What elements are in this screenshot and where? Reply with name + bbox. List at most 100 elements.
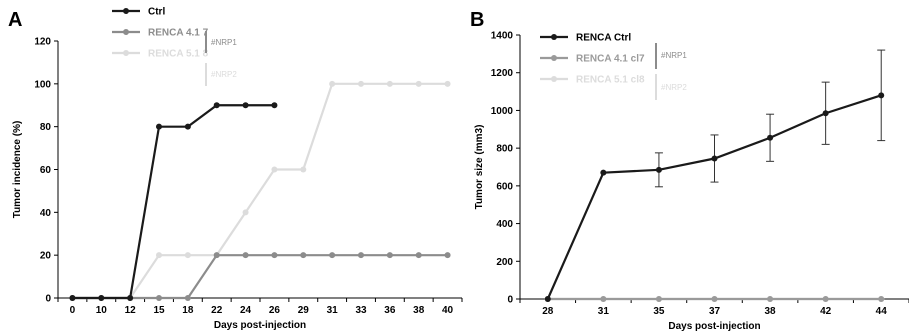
annotation-label: #NRP2 bbox=[661, 83, 687, 92]
legend-label: RENCA Ctrl bbox=[576, 33, 631, 44]
x-tick-label: 24 bbox=[240, 305, 252, 316]
annotation-label: #NRP2 bbox=[211, 70, 237, 79]
legend-marker bbox=[551, 34, 557, 40]
legend-label: RENCA 5.1 cl8 bbox=[576, 75, 645, 86]
x-axis-label: Days post-injection bbox=[668, 321, 760, 332]
data-point bbox=[213, 252, 220, 259]
y-axis-label: Tumor size (mm3) bbox=[474, 125, 485, 210]
chart-a: 0 20 40 60 80 100 120 0 10 12 15 18 22 24 26 29 31 33 36 38… bbox=[12, 7, 463, 331]
x-tick-label: 28 bbox=[542, 306, 554, 317]
x-tick-label: 29 bbox=[298, 305, 310, 316]
data-point bbox=[386, 80, 393, 87]
data-point bbox=[711, 296, 718, 302]
legend-marker bbox=[551, 76, 557, 82]
legend-label: RENCA 4.1 cl7 bbox=[576, 54, 645, 65]
x-tick-label: 12 bbox=[125, 305, 137, 316]
x-tick-label: 42 bbox=[820, 306, 832, 317]
data-point bbox=[767, 134, 774, 141]
data-point bbox=[444, 252, 451, 259]
data-point bbox=[329, 252, 336, 259]
x-axis-label: Days post-injection bbox=[214, 320, 306, 331]
data-point bbox=[242, 209, 249, 216]
x-tick-label: 10 bbox=[96, 305, 108, 316]
legend-marker bbox=[123, 8, 129, 14]
y-tick-label: 1400 bbox=[491, 31, 514, 42]
y-tick-label: 600 bbox=[496, 181, 513, 192]
y-tick-label: 120 bbox=[34, 37, 51, 48]
y-tick-label: 800 bbox=[496, 144, 513, 155]
data-point bbox=[544, 296, 551, 302]
data-point bbox=[444, 80, 451, 87]
data-point bbox=[156, 123, 162, 130]
data-point bbox=[271, 102, 278, 109]
data-point bbox=[184, 123, 191, 130]
data-point bbox=[878, 296, 885, 302]
legend-marker bbox=[123, 29, 129, 35]
y-tick-label: 80 bbox=[40, 122, 52, 133]
data-point bbox=[822, 110, 829, 117]
series-line bbox=[72, 82, 448, 300]
x-tick-label: 0 bbox=[70, 305, 76, 316]
data-point bbox=[69, 295, 76, 301]
x-tick-label: 40 bbox=[442, 305, 454, 316]
data-point bbox=[156, 252, 162, 259]
data-point bbox=[415, 80, 422, 87]
legend-label: RENCA 4.1 7 bbox=[148, 28, 209, 39]
y-tick-label: 20 bbox=[40, 251, 52, 262]
data-point bbox=[358, 80, 364, 87]
data-point bbox=[358, 252, 364, 259]
x-tick-label: 22 bbox=[211, 305, 223, 316]
legend-label: Ctrl bbox=[148, 7, 165, 18]
x-tick-label: 26 bbox=[269, 305, 281, 316]
y-tick-label: 100 bbox=[34, 79, 51, 90]
data-point bbox=[300, 252, 307, 259]
chart-b: 0 200 400 600 800 1000 1200 1400 28 31 35 37 38 42 44 D… bbox=[474, 31, 909, 332]
y-tick-label: 0 bbox=[45, 294, 51, 305]
x-tick-label: 44 bbox=[876, 306, 888, 317]
legend-marker bbox=[123, 50, 129, 56]
y-tick-label: 0 bbox=[507, 295, 513, 306]
data-point bbox=[271, 166, 278, 173]
annotation-label: #NRP1 bbox=[661, 51, 687, 60]
data-point bbox=[184, 295, 191, 301]
panel-letter-b: B bbox=[470, 9, 484, 31]
data-point bbox=[415, 252, 422, 259]
data-point bbox=[822, 296, 829, 302]
y-axis-label: Tumor incidence (%) bbox=[12, 121, 23, 219]
x-tick-label: 31 bbox=[598, 306, 610, 317]
data-point bbox=[655, 296, 662, 302]
x-tick-label: 38 bbox=[765, 306, 777, 317]
data-point bbox=[184, 252, 191, 259]
x-tick-label: 18 bbox=[182, 305, 194, 316]
data-point bbox=[271, 252, 278, 259]
data-point bbox=[329, 80, 336, 87]
data-point bbox=[767, 296, 774, 302]
y-tick-label: 400 bbox=[496, 219, 513, 230]
data-point bbox=[600, 169, 607, 176]
panel-letter-a: A bbox=[8, 9, 22, 31]
data-point bbox=[242, 102, 249, 109]
series-line bbox=[546, 94, 882, 300]
data-point bbox=[242, 252, 249, 259]
data-point bbox=[98, 295, 105, 301]
x-tick-label: 36 bbox=[384, 305, 396, 316]
data-point bbox=[156, 295, 162, 301]
y-tick-label: 60 bbox=[40, 165, 52, 176]
data-point bbox=[600, 296, 607, 302]
x-tick-label: 15 bbox=[153, 305, 165, 316]
x-tick-label: 35 bbox=[653, 306, 665, 317]
data-point bbox=[878, 92, 885, 99]
x-tick-label: 31 bbox=[327, 305, 339, 316]
y-tick-label: 1200 bbox=[491, 68, 514, 79]
series-line bbox=[72, 104, 275, 300]
legend-label: RENCA 5.1 8 bbox=[148, 49, 209, 60]
y-tick-label: 40 bbox=[40, 208, 52, 219]
series-line bbox=[72, 254, 448, 300]
data-point bbox=[213, 102, 220, 109]
data-point bbox=[711, 155, 718, 162]
x-tick-label: 38 bbox=[413, 305, 425, 316]
x-tick-label: 33 bbox=[355, 305, 367, 316]
data-point bbox=[655, 166, 662, 173]
x-tick-label: 37 bbox=[709, 306, 721, 317]
